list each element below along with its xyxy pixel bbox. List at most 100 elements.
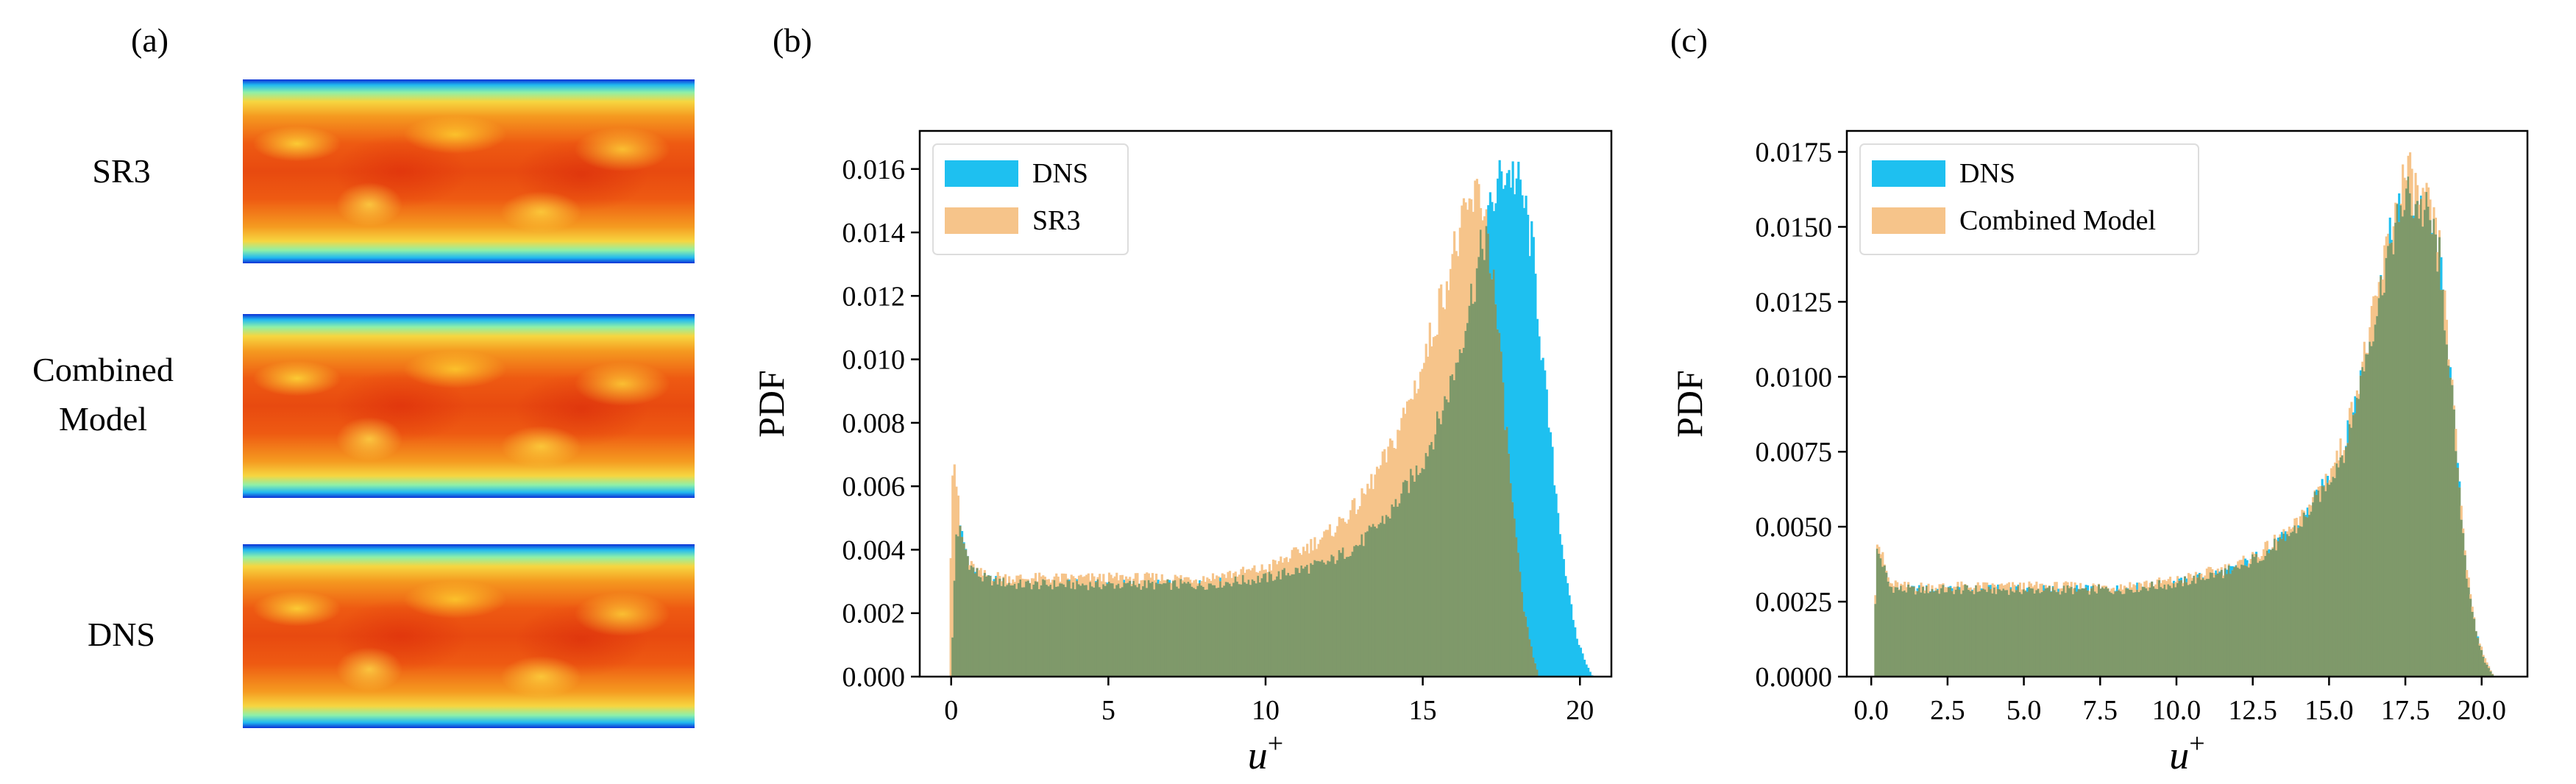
chart-b-bin-excess bbox=[955, 486, 958, 535]
chart-c-bin-excess bbox=[2418, 204, 2421, 219]
chart-b-bin-excess bbox=[1146, 572, 1149, 588]
chart-c-bin-excess bbox=[1951, 588, 1954, 591]
chart-c-bin-overlap bbox=[2171, 588, 2174, 677]
chart-b-bin-overlap bbox=[1285, 575, 1288, 677]
chart-b-bin-excess bbox=[1508, 170, 1511, 454]
chart-c-bin-overlap bbox=[2262, 560, 2265, 677]
chart-c-bin-overlap bbox=[2032, 588, 2034, 677]
chart-c-bin-overlap bbox=[1874, 604, 1877, 677]
chart-b-bin-overlap bbox=[1089, 582, 1092, 677]
chart-b-bin-overlap bbox=[1204, 589, 1207, 677]
chart-c-bin-excess bbox=[1949, 585, 1952, 588]
chart-b-bin-overlap bbox=[1008, 582, 1011, 677]
chart-c-bin-excess bbox=[1938, 584, 1941, 594]
chart-b-bin-overlap bbox=[1170, 589, 1173, 677]
chart-b-bin-overlap bbox=[1232, 582, 1235, 677]
chart-c-bin-excess bbox=[1916, 588, 1919, 591]
chart-c-bin-overlap bbox=[2280, 538, 2283, 677]
chart-b-bin-excess bbox=[1497, 178, 1500, 329]
chart-b-bin-excess bbox=[1328, 524, 1332, 562]
chart-b-bin-overlap bbox=[1462, 347, 1466, 677]
chart-b-bin-excess bbox=[1153, 580, 1156, 590]
chart-c-bin-excess bbox=[2473, 617, 2476, 619]
chart-c-bin-overlap bbox=[1990, 588, 1993, 677]
chart-c-bin-overlap bbox=[2460, 519, 2463, 677]
chart-b-bin-excess bbox=[1419, 371, 1422, 474]
chart-c-bin-excess bbox=[1980, 588, 1983, 590]
chart-c-bin-overlap bbox=[2398, 221, 2401, 677]
chart-c-bin-excess bbox=[1918, 585, 1921, 588]
row-label-dns: DNS bbox=[29, 610, 213, 660]
chart-b-bin-excess bbox=[1338, 516, 1341, 551]
chart-c-bin-overlap bbox=[2006, 590, 2009, 677]
chart-b-x-tick-label: 20 bbox=[1566, 695, 1594, 726]
chart-b-bin-overlap bbox=[1206, 589, 1209, 677]
chart-c-bin-excess bbox=[2369, 327, 2371, 342]
chart-c-bin-excess bbox=[2310, 505, 2313, 512]
chart-b-bin-overlap bbox=[1198, 582, 1202, 677]
chart-b-bin-excess bbox=[1470, 199, 1473, 284]
chart-b-bin-overlap bbox=[985, 576, 988, 677]
chart-c-bin-excess bbox=[1883, 564, 1886, 566]
chart-b-bin-excess bbox=[1038, 572, 1041, 590]
chart-b-bin-excess bbox=[1547, 427, 1550, 677]
chart-c-bin-excess bbox=[2018, 582, 2022, 593]
chart-b-bin-excess bbox=[1411, 399, 1414, 476]
chart-c-bin-overlap bbox=[2339, 457, 2342, 677]
chart-c-bin-overlap bbox=[2209, 572, 2212, 677]
chart-c-bin-overlap bbox=[2118, 590, 2121, 677]
chart-b-y-tick-label: 0.016 bbox=[842, 154, 906, 185]
chart-b-bin-excess bbox=[968, 565, 971, 570]
chart-b-bin-overlap bbox=[1457, 362, 1460, 677]
chart-b-bin-excess bbox=[1324, 530, 1327, 565]
chart-c-bin-overlap bbox=[2350, 427, 2353, 677]
chart-b-bin-excess bbox=[1268, 564, 1271, 572]
chart-c-bin-overlap bbox=[1876, 549, 1878, 677]
chart-b-bin-excess bbox=[1266, 571, 1269, 582]
chart-c-bin-overlap bbox=[2057, 591, 2060, 677]
chart-c-bin-overlap bbox=[2473, 619, 2476, 677]
chart-c-bin-overlap bbox=[2407, 177, 2410, 677]
chart-b-bin-overlap bbox=[1298, 573, 1302, 677]
chart-c-bin-excess bbox=[1998, 584, 2001, 590]
chart-c-bin-excess bbox=[1878, 546, 1881, 554]
chart-c-bin-excess bbox=[2190, 577, 2193, 581]
chart-b-bin-overlap bbox=[973, 573, 977, 677]
chart-b-bin-excess bbox=[1294, 547, 1297, 568]
chart-c-bin-excess bbox=[2399, 204, 2402, 206]
chart-c-x-tick-label: 2.5 bbox=[1930, 695, 1965, 726]
row-label-sr3: SR3 bbox=[29, 147, 213, 196]
chart-b-bin-excess bbox=[1585, 664, 1588, 677]
chart-c-bin-overlap bbox=[2488, 668, 2491, 677]
chart-b-bin-excess bbox=[1221, 573, 1224, 588]
chart-b-bin-overlap bbox=[1489, 273, 1491, 677]
chart-b-bin-overlap bbox=[1085, 585, 1088, 677]
chart-c-bin-overlap bbox=[2132, 592, 2135, 677]
chart-b-bin-excess bbox=[1391, 440, 1394, 505]
chart-c-bin-excess bbox=[1901, 585, 1904, 592]
chart-c-x-tick-label: 7.5 bbox=[2083, 695, 2118, 726]
chart-c-bin-excess bbox=[2231, 566, 2234, 571]
chart-c-bin-excess bbox=[1962, 585, 1965, 591]
chart-b-bin-excess bbox=[1400, 418, 1403, 494]
chart-b-bin-overlap bbox=[1038, 589, 1041, 677]
chart-b-bin-overlap bbox=[1234, 576, 1237, 677]
chart-b-bin-overlap bbox=[1449, 376, 1452, 677]
chart-c-bin-excess bbox=[2391, 240, 2394, 243]
chart-c-bin-overlap bbox=[2436, 271, 2439, 677]
chart-b-bin-overlap bbox=[1238, 584, 1241, 677]
chart-b-bin-excess bbox=[1077, 575, 1081, 585]
chart-b-bin-overlap bbox=[1202, 587, 1205, 677]
chart-c-bin-excess bbox=[2456, 463, 2459, 468]
chart-b-bin-excess bbox=[1555, 493, 1558, 677]
chart-c-bin-overlap bbox=[2024, 591, 2027, 677]
chart-c-bin-excess bbox=[2273, 534, 2276, 539]
chart-c-bin-excess bbox=[2253, 553, 2256, 557]
chart-b-bin-overlap bbox=[972, 567, 975, 677]
chart-c-bin-overlap bbox=[2033, 594, 2036, 677]
chart-b-bin-excess bbox=[1489, 192, 1491, 274]
chart-c-bin-excess bbox=[2028, 581, 2031, 588]
chart-b-bin-excess bbox=[1530, 221, 1533, 647]
chart-b-bin-excess bbox=[1351, 499, 1354, 552]
chart-c-bin-overlap bbox=[2097, 584, 2101, 677]
